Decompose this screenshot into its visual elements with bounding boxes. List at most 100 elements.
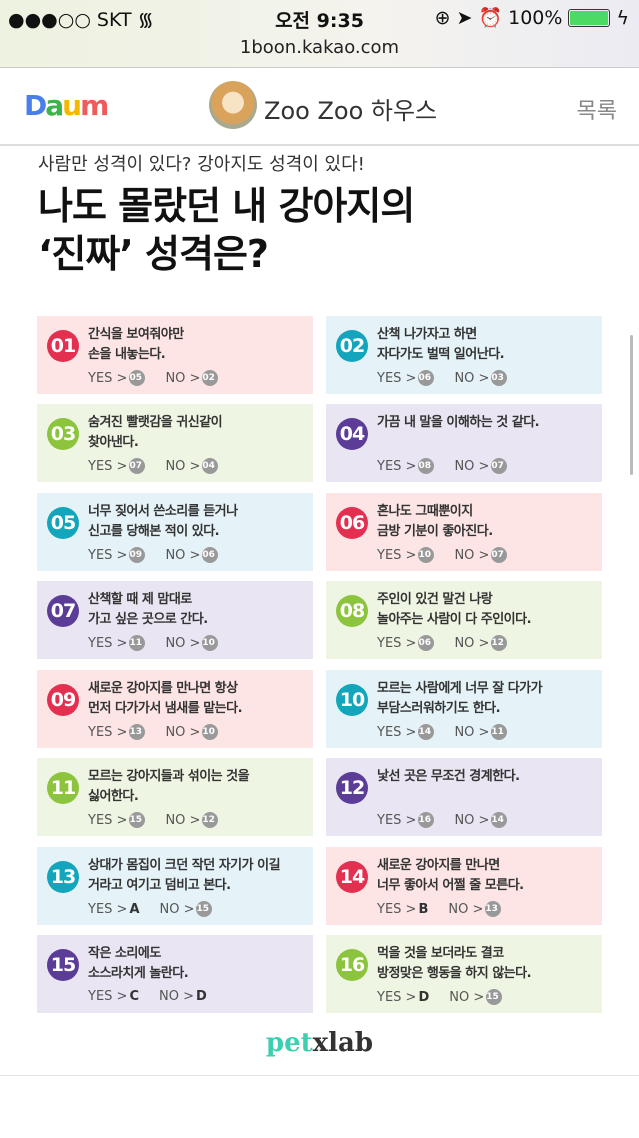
question-card-13: 13 상대가 몸집이 크던 작던 자기가 이길 거라고 여기고 덤비고 본다. … — [37, 847, 313, 925]
question-card-10: 10 모르는 사람에게 너무 잘 다가가 부담스러워하기도 한다. YES >1… — [326, 670, 602, 748]
target-badge: 05 — [129, 370, 146, 386]
no-answer: NO >12 — [165, 812, 219, 828]
battery-icon — [568, 8, 611, 27]
battery-percent: 100% — [508, 6, 563, 29]
list-button[interactable]: 목록 — [576, 99, 617, 124]
target-badge: 07 — [491, 547, 508, 563]
question-text: 새로운 강아지를 만나면 항상 먼저 다가가서 냄새를 맡는다. — [88, 681, 243, 716]
yes-answer: YES >05 — [88, 370, 146, 386]
daum-logo[interactable]: Daum — [24, 89, 109, 122]
question-text: 산책 나가자고 하면 자다가도 벌떡 일어난다. — [377, 327, 505, 362]
target-badge: 12 — [491, 635, 508, 651]
wifi-icon: ᯾ — [137, 9, 154, 31]
question-text: 간식을 보여줘야만 손을 내놓는다. — [88, 327, 184, 362]
question-card-07: 07 산책할 때 제 맘대로 가고 싶은 곳으로 간다. YES >11 NO … — [37, 581, 313, 659]
charging-icon: ϟ — [616, 6, 629, 29]
question-card-03: 03 숨겨진 빨랫감을 귀신같이 찾아낸다. YES >07 NO >04 — [37, 404, 313, 482]
no-answer: NO >15 — [160, 901, 213, 917]
no-answer: NO > D — [158, 989, 207, 1004]
question-text: 모르는 사람에게 너무 잘 다가가 부담스러워하기도 한다. — [377, 681, 543, 716]
question-number: 13 — [47, 861, 79, 893]
question-card-08: 08 주인이 있건 말건 나랑 놀아주는 사람이 다 주인이다. YES >06… — [326, 581, 602, 659]
yes-answer: YES > C — [88, 989, 139, 1004]
channel-avatar[interactable] — [209, 81, 257, 129]
question-text: 작은 소리에도 소스라치게 놀란다. — [88, 946, 189, 981]
question-card-11: 11 모르는 강아지들과 섞이는 것을 싫어한다. YES >15 NO >12 — [37, 758, 313, 836]
article-subtitle: 사람만 성격이 있다? 강아지도 성격이 있다! — [38, 154, 365, 175]
scrollbar[interactable] — [630, 335, 633, 475]
target-badge: 07 — [491, 458, 508, 474]
result-letter: C — [129, 989, 139, 1004]
question-text: 혼나도 그때뿐이지 금방 기분이 좋아진다. — [377, 504, 493, 539]
question-number: 16 — [336, 949, 368, 981]
no-answer: NO >12 — [454, 635, 508, 651]
yes-answer: YES >06 — [377, 370, 435, 386]
carrier: ●●●○○ SKT ᯾ — [8, 9, 154, 31]
question-number: 06 — [336, 507, 368, 539]
question-text: 주인이 있건 말건 나랑 놀아주는 사람이 다 주인이다. — [377, 592, 532, 627]
question-card-02: 02 산책 나가자고 하면 자다가도 벌떡 일어난다. YES >06 NO >… — [326, 316, 602, 394]
target-badge: 06 — [418, 635, 435, 651]
yes-answer: YES >10 — [377, 547, 435, 563]
channel-title[interactable]: Zoo Zoo 하우스 — [264, 97, 438, 125]
yes-answer: YES > D — [377, 989, 430, 1005]
question-number: 03 — [47, 418, 79, 450]
no-answer: NO >04 — [165, 458, 219, 474]
target-badge: 08 — [418, 458, 435, 474]
status-bar: ●●●○○ SKT ᯾ 오전 9:35 ⊕ ➤ ⏰ 100% ϟ 1boon.k… — [0, 0, 639, 68]
result-letter: D — [195, 989, 207, 1004]
question-text: 상대가 몸집이 크던 작던 자기가 이길 거라고 여기고 덤비고 본다. — [88, 858, 281, 893]
question-text: 낯선 곳은 무조건 경계한다. — [377, 769, 520, 784]
question-card-12: 12 낯선 곳은 무조건 경계한다. YES >16 NO >14 — [326, 758, 602, 836]
question-number: 10 — [336, 684, 368, 716]
rotation-lock-icon: ⊕ — [434, 6, 451, 29]
question-card-05: 05 너무 짖어서 쓴소리를 듣거나 신고를 당해본 적이 있다. YES >0… — [37, 493, 313, 571]
question-number: 12 — [336, 772, 368, 804]
no-answer: NO >10 — [165, 635, 219, 651]
question-text: 너무 짖어서 쓴소리를 듣거나 신고를 당해본 적이 있다. — [88, 504, 238, 539]
target-badge: 10 — [418, 547, 435, 563]
question-number: 09 — [47, 684, 79, 716]
petxlab-logo: petxlab — [265, 1028, 374, 1058]
target-badge: 11 — [129, 635, 146, 651]
target-badge: 02 — [202, 370, 219, 386]
target-badge: 14 — [491, 812, 508, 828]
target-badge: 15 — [196, 901, 213, 917]
article-title: 나도 몰랐던 내 강아지의 ‘진짜’ 성격은? — [38, 184, 415, 276]
target-badge: 13 — [485, 901, 502, 917]
clock: 오전 9:35 — [275, 10, 364, 32]
target-badge: 16 — [418, 812, 435, 828]
target-badge: 06 — [202, 547, 219, 563]
question-card-16: 16 먹을 것을 보더라도 결코 방정맞은 행동을 하지 않는다. YES > D… — [326, 935, 602, 1013]
result-letter: B — [418, 901, 429, 917]
no-answer: NO >10 — [165, 724, 219, 740]
question-number: 04 — [336, 418, 368, 450]
question-text: 먹을 것을 보더라도 결코 방정맞은 행동을 하지 않는다. — [377, 946, 532, 981]
target-badge: 12 — [202, 812, 219, 828]
target-badge: 11 — [491, 724, 508, 740]
question-card-01: 01 간식을 보여줘야만 손을 내놓는다. YES >05 NO >02 — [37, 316, 313, 394]
url-bar[interactable]: 1boon.kakao.com — [239, 37, 400, 58]
no-answer: NO >07 — [454, 547, 508, 563]
question-number: 08 — [336, 595, 368, 627]
target-badge: 07 — [129, 458, 146, 474]
no-answer: NO >15 — [449, 989, 503, 1005]
location-icon: ➤ — [456, 6, 473, 29]
no-answer: NO >14 — [454, 812, 508, 828]
yes-answer: YES >07 — [88, 458, 146, 474]
question-number: 11 — [47, 772, 79, 804]
target-badge: 06 — [418, 370, 435, 386]
target-badge: 03 — [491, 370, 508, 386]
question-card-14: 14 새로운 강아지를 만나면 너무 좋아서 어쩔 줄 모른다. YES > B … — [326, 847, 602, 925]
target-badge: 13 — [129, 724, 146, 740]
question-number: 01 — [47, 330, 79, 362]
no-answer: NO >11 — [454, 724, 508, 740]
target-badge: 15 — [486, 989, 503, 1005]
no-answer: NO >06 — [165, 547, 219, 563]
question-card-09: 09 새로운 강아지를 만나면 항상 먼저 다가가서 냄새를 맡는다. YES … — [37, 670, 313, 748]
question-text: 새로운 강아지를 만나면 너무 좋아서 어쩔 줄 모른다. — [377, 858, 524, 893]
alarm-icon: ⏰ — [478, 7, 503, 29]
site-header: Daum Zoo Zoo 하우스 목록 — [0, 69, 639, 146]
yes-answer: YES >11 — [88, 635, 146, 651]
yes-answer: YES > B — [377, 901, 429, 917]
